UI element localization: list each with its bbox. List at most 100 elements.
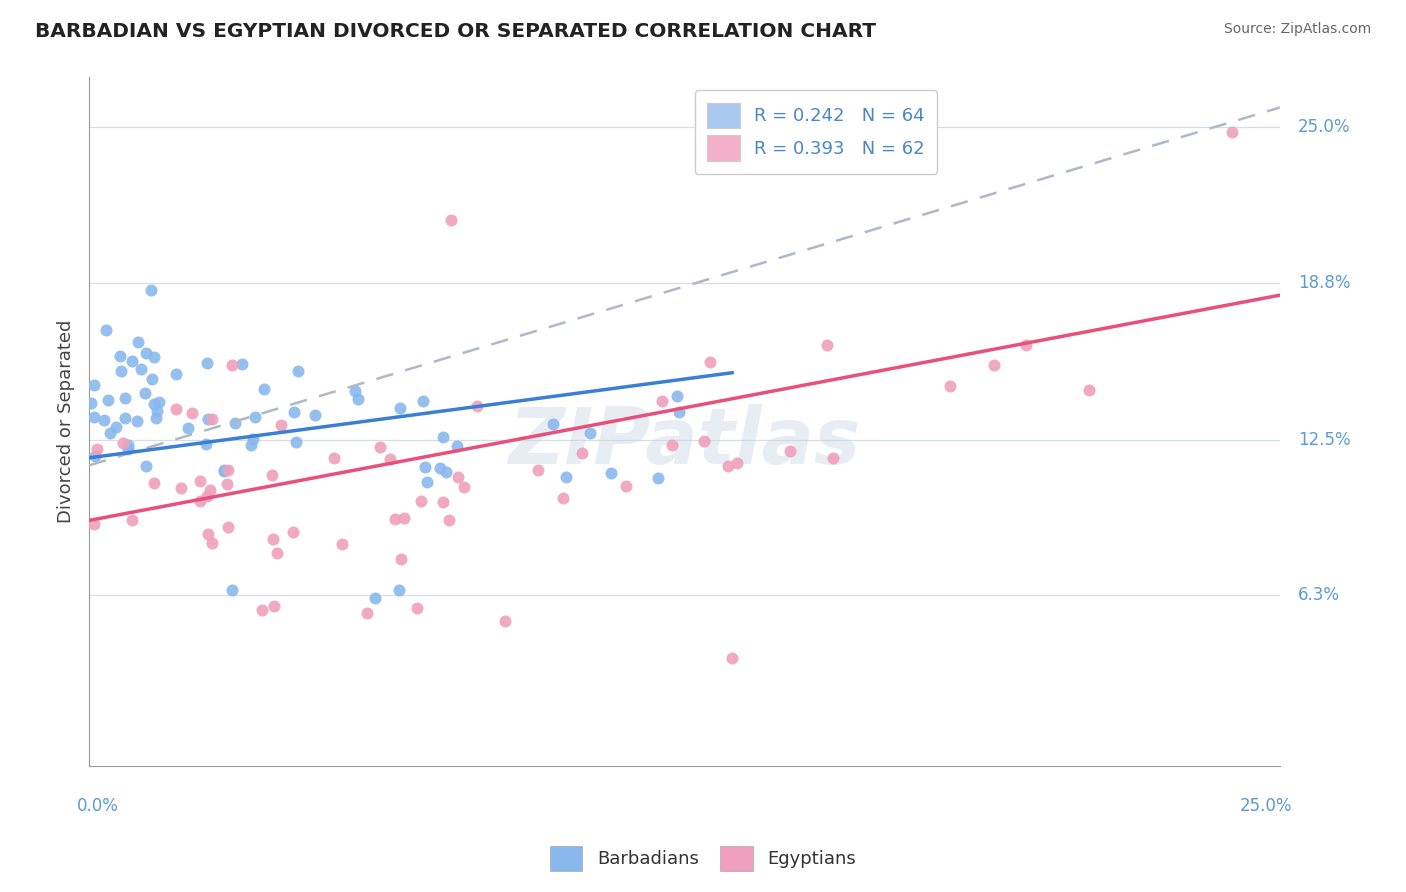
- Point: [779, 444, 801, 458]
- Point: [727, 456, 749, 470]
- Point: [83, 377, 105, 392]
- Point: [83, 410, 105, 425]
- Point: [221, 583, 243, 598]
- Point: [392, 511, 415, 525]
- Legend: Barbadians, Egyptians: Barbadians, Egyptians: [543, 838, 863, 879]
- Point: [94, 323, 117, 337]
- Point: [437, 513, 460, 527]
- Point: [135, 458, 157, 473]
- Point: [1078, 384, 1101, 398]
- Point: [494, 614, 516, 628]
- Point: [83, 516, 105, 531]
- Point: [177, 421, 200, 435]
- Point: [416, 475, 439, 489]
- Text: BARBADIAN VS EGYPTIAN DIVORCED OR SEPARATED CORRELATION CHART: BARBADIAN VS EGYPTIAN DIVORCED OR SEPARA…: [35, 22, 876, 41]
- Point: [432, 430, 454, 444]
- Point: [129, 362, 152, 376]
- Point: [384, 512, 406, 526]
- Point: [429, 461, 451, 475]
- Text: 12.5%: 12.5%: [1298, 432, 1350, 450]
- Point: [114, 411, 136, 425]
- Point: [197, 527, 219, 541]
- Point: [527, 463, 550, 477]
- Point: [346, 392, 368, 407]
- Point: [110, 349, 132, 363]
- Point: [579, 425, 602, 440]
- Point: [283, 524, 305, 539]
- Point: [287, 364, 309, 378]
- Point: [80, 396, 103, 410]
- Point: [554, 470, 576, 484]
- Text: 25.0%: 25.0%: [1298, 119, 1350, 136]
- Point: [252, 603, 274, 617]
- Point: [143, 397, 166, 411]
- Point: [181, 406, 204, 420]
- Point: [368, 440, 391, 454]
- Point: [188, 475, 211, 489]
- Point: [125, 414, 148, 428]
- Point: [283, 405, 305, 419]
- Point: [93, 413, 115, 427]
- Point: [447, 470, 470, 484]
- Point: [983, 358, 1005, 372]
- Point: [465, 399, 488, 413]
- Point: [446, 439, 468, 453]
- Point: [105, 419, 128, 434]
- Point: [145, 410, 167, 425]
- Point: [939, 378, 962, 392]
- Point: [364, 591, 387, 605]
- Point: [665, 389, 688, 403]
- Point: [117, 437, 139, 451]
- Point: [200, 411, 222, 425]
- Point: [304, 409, 326, 423]
- Point: [231, 357, 253, 371]
- Point: [114, 391, 136, 405]
- Point: [170, 481, 193, 495]
- Point: [647, 470, 669, 484]
- Point: [412, 393, 434, 408]
- Point: [215, 477, 238, 491]
- Point: [389, 552, 412, 566]
- Point: [135, 346, 157, 360]
- Point: [221, 358, 243, 372]
- Point: [262, 467, 284, 482]
- Point: [242, 432, 264, 446]
- Point: [201, 536, 224, 550]
- Point: [614, 479, 637, 493]
- Point: [121, 354, 143, 368]
- Point: [143, 351, 166, 365]
- Point: [356, 606, 378, 620]
- Point: [239, 438, 262, 452]
- Point: [651, 394, 673, 409]
- Point: [388, 583, 411, 598]
- Point: [440, 213, 463, 227]
- Point: [343, 384, 366, 398]
- Point: [224, 416, 246, 430]
- Text: 18.8%: 18.8%: [1298, 274, 1350, 292]
- Point: [413, 460, 436, 475]
- Point: [551, 491, 574, 506]
- Point: [330, 536, 353, 550]
- Point: [253, 382, 276, 396]
- Point: [717, 458, 740, 473]
- Point: [197, 412, 219, 426]
- Point: [721, 651, 744, 665]
- Point: [111, 435, 134, 450]
- Point: [262, 533, 284, 547]
- Point: [146, 403, 169, 417]
- Point: [200, 483, 222, 497]
- Point: [815, 338, 838, 352]
- Point: [195, 356, 218, 370]
- Point: [134, 385, 156, 400]
- Point: [389, 401, 412, 415]
- Point: [661, 438, 683, 452]
- Point: [699, 354, 721, 368]
- Point: [165, 402, 187, 417]
- Point: [266, 546, 288, 560]
- Legend: R = 0.242   N = 64, R = 0.393   N = 62: R = 0.242 N = 64, R = 0.393 N = 62: [695, 90, 938, 174]
- Point: [121, 513, 143, 527]
- Point: [165, 367, 187, 381]
- Point: [212, 464, 235, 478]
- Point: [322, 451, 344, 466]
- Point: [1220, 126, 1243, 140]
